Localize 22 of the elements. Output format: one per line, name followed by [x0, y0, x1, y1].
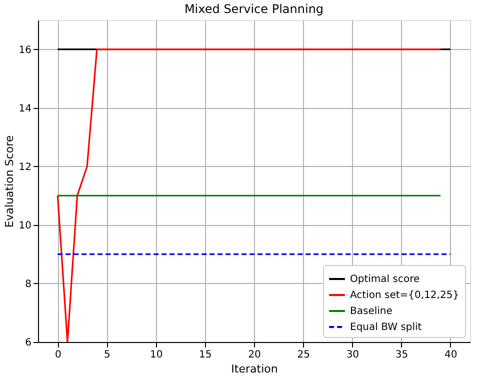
x-tick-label: 0 [54, 350, 62, 360]
legend-label: Equal BW split [350, 322, 422, 333]
x-tick-label: 35 [395, 350, 408, 360]
y-tick-label: 10 [18, 220, 32, 232]
x-tick-label: 20 [248, 350, 261, 360]
x-tick-label: 10 [150, 350, 163, 360]
x-axis-title: Iteration [231, 362, 278, 376]
y-tick-label: 8 [25, 278, 32, 290]
x-tick-label: 25 [297, 350, 310, 360]
x-tick-label: 40 [444, 350, 458, 360]
y-tick-label: 14 [18, 103, 32, 114]
y-tick-label: 6 [25, 338, 32, 348]
legend-label: Baseline [350, 306, 392, 317]
x-tick-label: 30 [346, 350, 360, 360]
legend-label: Action set={0,12,25} [350, 290, 460, 301]
y-tick-label: 12 [18, 162, 32, 173]
y-axis-title: Evaluation Score [2, 135, 16, 228]
chart-title: Mixed Service Planning [184, 2, 324, 16]
legend-label: Optimal score [350, 274, 420, 285]
x-tick-label: 15 [199, 350, 212, 360]
x-tick-label: 5 [104, 350, 110, 360]
y-tick-label: 16 [18, 44, 32, 56]
